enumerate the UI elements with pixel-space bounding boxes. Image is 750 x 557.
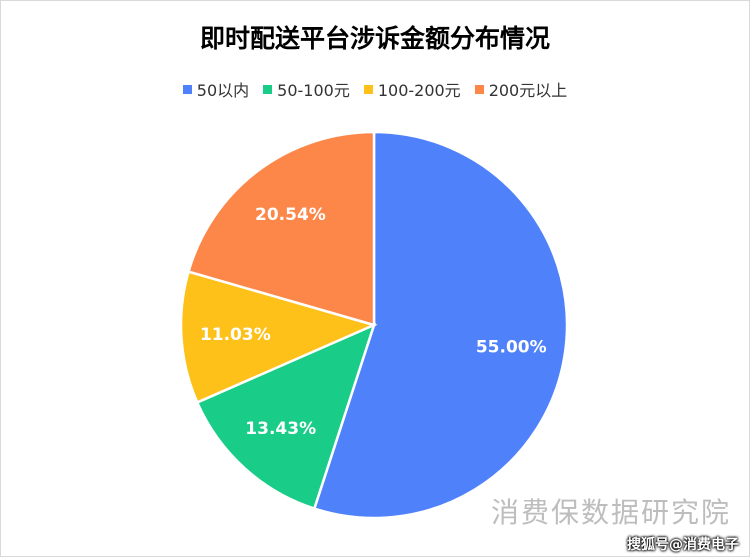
chart-legend: 50以内 50-100元 100-200元 200元以上 bbox=[1, 77, 749, 101]
pie-slice bbox=[195, 322, 377, 511]
slice-percent-label: 20.54% bbox=[255, 205, 326, 225]
legend-swatch bbox=[182, 84, 192, 94]
legend-label: 50以内 bbox=[196, 81, 250, 100]
pie-slice bbox=[312, 130, 569, 520]
slice-percent-label: 55.00% bbox=[476, 338, 547, 358]
slice-percent-label: 11.03% bbox=[200, 325, 271, 345]
legend-label: 100-200元 bbox=[377, 81, 461, 100]
legend-swatch bbox=[474, 84, 484, 94]
legend-swatch bbox=[263, 84, 273, 94]
chart-title: 即时配送平台涉诉金额分布情况 bbox=[199, 24, 550, 53]
source-credit: 搜狐号@消费电子 bbox=[627, 537, 739, 553]
pie-slice bbox=[179, 270, 378, 405]
legend-item: 100-200元 bbox=[363, 77, 461, 101]
legend-label: 50-100元 bbox=[277, 81, 350, 100]
legend-item: 200元以上 bbox=[474, 77, 568, 101]
pie-slice bbox=[186, 130, 376, 327]
legend-item: 50以内 bbox=[182, 77, 250, 101]
legend-label: 200元以上 bbox=[488, 81, 568, 100]
watermark-text: 消费保数据研究院 bbox=[490, 496, 731, 529]
slice-percent-label: 13.43% bbox=[245, 419, 316, 439]
legend-swatch bbox=[363, 84, 373, 94]
legend-item: 50-100元 bbox=[263, 77, 350, 101]
